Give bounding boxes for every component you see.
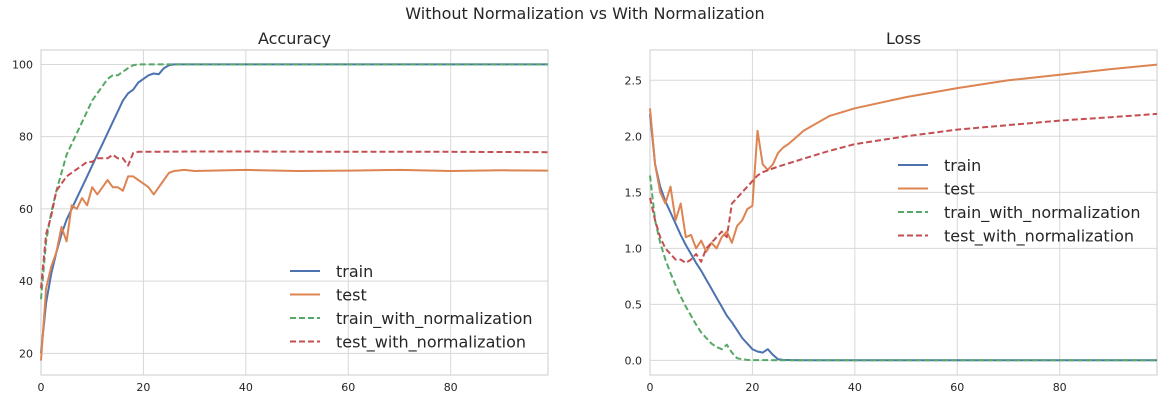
accuracy-series-train <box>40 63 548 354</box>
loss-legend-label-test: test <box>944 180 975 199</box>
loss-xtick-label: 80 <box>1053 381 1067 394</box>
loss-ytick-label: 2.0 <box>625 130 643 143</box>
loss-legend-label-train: train <box>944 156 981 175</box>
accuracy-ytick-label: 20 <box>19 347 33 360</box>
accuracy-ytick-label: 60 <box>19 203 33 216</box>
loss-ytick-label: 0.0 <box>625 354 643 367</box>
loss-xtick-label: 0 <box>647 381 654 394</box>
figure-title: Without Normalization vs With Normalizat… <box>405 4 765 23</box>
accuracy-axes-frame <box>40 49 549 376</box>
loss-series-test <box>649 63 1158 253</box>
loss-ytick-label: 2.5 <box>625 74 643 87</box>
loss-title: Loss <box>886 29 921 48</box>
accuracy-ytick-label: 100 <box>12 58 33 71</box>
accuracy-legend-label-test-with-normalization: test_with_normalization <box>336 333 526 353</box>
accuracy-ytick-label: 40 <box>19 275 33 288</box>
loss-series-train-with-normalization <box>649 175 1157 362</box>
loss-xtick-label: 40 <box>848 381 862 394</box>
accuracy-xtick-label: 80 <box>444 381 458 394</box>
accuracy-title: Accuracy <box>258 29 331 48</box>
loss-ytick-label: 1.5 <box>625 186 643 199</box>
accuracy-xtick-label: 40 <box>239 381 253 394</box>
accuracy-ytick-label: 80 <box>19 131 33 144</box>
loss-xtick-label: 20 <box>745 381 759 394</box>
loss-axes-frame <box>649 49 1158 376</box>
loss-legend-label-train-with-normalization: train_with_normalization <box>944 203 1141 223</box>
loss-ytick-label: 0.5 <box>625 298 643 311</box>
accuracy-xtick-label: 60 <box>341 381 355 394</box>
accuracy-xtick-label: 20 <box>136 381 150 394</box>
loss-legend-label-test-with-normalization: test_with_normalization <box>944 227 1134 247</box>
loss-xtick-label: 60 <box>950 381 964 394</box>
accuracy-legend-label-train: train <box>336 262 373 281</box>
accuracy-xtick-label: 0 <box>38 381 45 394</box>
accuracy-series-train-with-normalization <box>40 63 548 300</box>
accuracy-legend-label-test: test <box>336 286 367 305</box>
accuracy-series-test-with-normalization <box>40 150 549 289</box>
loss-ytick-label: 1.0 <box>625 242 643 255</box>
accuracy-legend-label-train-with-normalization: train_with_normalization <box>336 309 533 329</box>
accuracy-series-test <box>40 168 549 361</box>
loss-series-test-with-normalization <box>649 112 1158 264</box>
